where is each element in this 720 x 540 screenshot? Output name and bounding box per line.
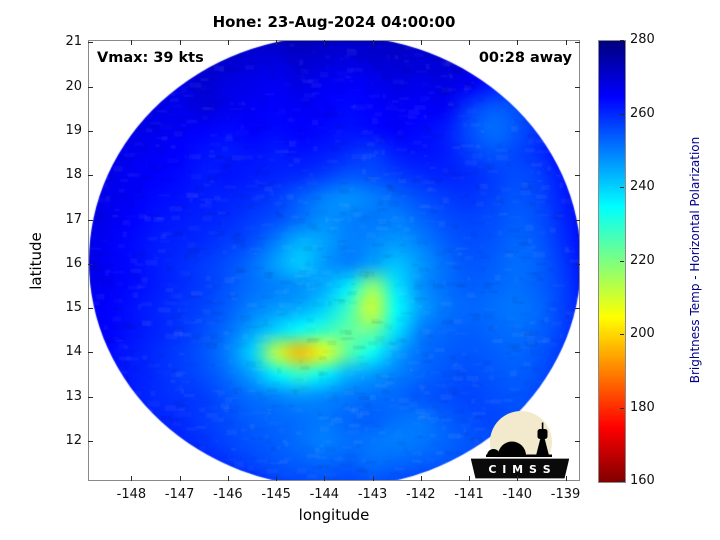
colorbar-tick-label: 160 — [630, 473, 655, 488]
colorbar-tick-mark — [620, 113, 624, 115]
x-tick-label: -148 — [116, 487, 147, 502]
x-tick-mark — [469, 40, 471, 45]
y-tick-mark — [88, 352, 93, 354]
x-tick-label: -141 — [454, 487, 484, 502]
y-tick-mark — [575, 219, 580, 221]
x-tick-mark — [469, 476, 471, 481]
logo-text: C I M S S — [488, 463, 551, 476]
colorbar-tick-label: 220 — [630, 252, 655, 268]
x-tick-mark — [517, 40, 519, 45]
y-tick-mark — [88, 130, 93, 132]
x-tick-mark — [517, 476, 519, 481]
colorbar-tick-label: 240 — [630, 179, 655, 194]
y-axis-label: latitude — [27, 232, 45, 290]
logo-tower-tank — [537, 429, 548, 439]
logo-small-dome-icon — [487, 449, 500, 456]
satellite-swath-heatmap — [88, 40, 580, 481]
x-tick-mark — [565, 40, 567, 45]
y-tick-mark — [88, 175, 93, 177]
y-tick-label: 14 — [65, 344, 82, 360]
y-tick-label: 21 — [65, 34, 82, 50]
x-tick-mark — [420, 476, 422, 481]
cimss-logo: C I M S S — [469, 411, 571, 480]
x-tick-mark — [372, 476, 374, 481]
x-tick-mark — [276, 476, 278, 481]
y-tick-mark — [88, 396, 93, 398]
y-tick-label: 16 — [65, 255, 82, 271]
y-tick-label: 20 — [65, 78, 82, 94]
x-tick-mark — [179, 40, 181, 45]
y-tick-label: 13 — [65, 388, 82, 404]
y-tick-mark — [575, 308, 580, 310]
colorbar-tick-mark — [620, 260, 624, 262]
vmax-annotation: Vmax: 39 kts — [97, 50, 204, 66]
colorbar-tick-mark — [620, 40, 624, 41]
colorbar-tick-mark — [620, 334, 624, 335]
colorbar-tick-label: 180 — [630, 399, 655, 415]
x-tick-mark — [227, 40, 229, 45]
y-tick-mark — [88, 86, 93, 88]
x-tick-label: -144 — [309, 487, 340, 502]
logo-horizon — [486, 454, 552, 457]
y-tick-mark — [575, 42, 580, 44]
y-tick-mark — [88, 42, 93, 44]
x-tick-label: -140 — [502, 487, 533, 502]
x-tick-mark — [276, 40, 278, 45]
x-tick-mark — [227, 476, 229, 481]
x-tick-mark — [324, 40, 326, 45]
y-tick-mark — [575, 352, 580, 354]
colorbar-tick-mark — [620, 481, 624, 482]
x-tick-label: -142 — [406, 487, 436, 502]
x-tick-label: -139 — [550, 487, 581, 502]
y-tick-label: 18 — [65, 167, 82, 183]
x-tick-mark — [372, 40, 374, 45]
y-tick-label: 19 — [65, 122, 82, 138]
x-tick-label: -146 — [213, 487, 243, 502]
y-tick-mark — [575, 263, 580, 265]
x-axis-label: longitude — [298, 506, 370, 524]
x-tick-mark — [324, 476, 326, 481]
y-tick-label: 15 — [65, 300, 82, 316]
x-tick-mark — [131, 476, 133, 481]
y-tick-mark — [575, 175, 580, 177]
y-tick-mark — [575, 86, 580, 88]
logo-antenna — [541, 422, 544, 430]
colorbar-tick-label: 280 — [630, 32, 655, 47]
colorbar-tick-label: 260 — [630, 105, 655, 121]
x-tick-label: -143 — [357, 487, 388, 502]
x-tick-mark — [420, 40, 422, 45]
y-tick-mark — [88, 441, 93, 443]
x-tick-label: -145 — [261, 487, 291, 502]
y-tick-mark — [88, 219, 93, 221]
logo-dome-icon — [498, 441, 526, 456]
x-tick-label: -147 — [164, 487, 195, 502]
colorbar-tick-mark — [620, 407, 624, 409]
colorbar-tick-label: 200 — [630, 326, 655, 341]
y-tick-mark — [575, 396, 580, 398]
logo-banner — [469, 457, 571, 480]
colorbar-label: Brightness Temp - Horizontal Polarizatio… — [688, 136, 702, 384]
y-tick-mark — [88, 308, 93, 310]
y-tick-mark — [88, 263, 93, 265]
time-away-annotation: 00:28 away — [478, 50, 572, 66]
colorbar-tick-mark — [620, 187, 624, 188]
x-tick-mark — [131, 40, 133, 45]
x-tick-mark — [565, 476, 567, 481]
y-tick-label: 12 — [65, 433, 82, 449]
y-tick-mark — [575, 130, 580, 132]
x-tick-mark — [179, 476, 181, 481]
figure-title: Hone: 23-Aug-2024 04:00:00 — [212, 13, 456, 31]
y-tick-mark — [575, 441, 580, 443]
colorbar — [598, 40, 626, 483]
y-tick-label: 17 — [65, 211, 82, 227]
logo-tower-icon — [536, 438, 549, 456]
